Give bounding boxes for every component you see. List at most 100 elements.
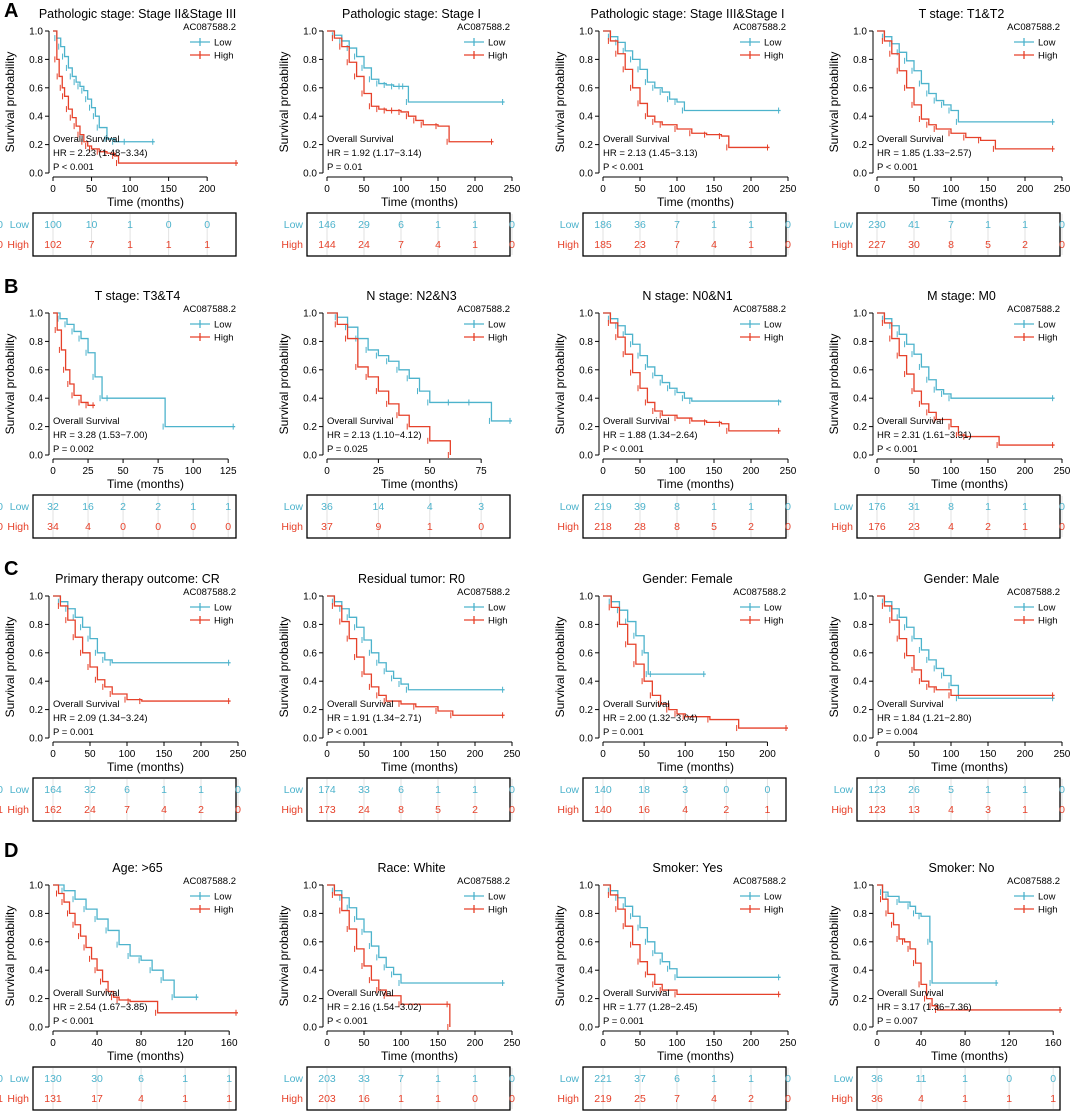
legend-low-label: Low (1038, 603, 1056, 614)
y-tick-label: 1.0 (29, 592, 43, 603)
x-tick-label: 0 (50, 466, 56, 477)
risk-low-count: 32 (47, 501, 59, 513)
y-tick-label: 0.4 (29, 112, 43, 123)
y-tick-label: 0.0 (303, 734, 317, 745)
p-value-label: P = 0.025 (327, 444, 368, 455)
risk-high-count: 0 (785, 521, 791, 533)
risk-high-count: 8 (674, 521, 680, 533)
high-survival-curve (603, 884, 781, 995)
high-survival-curve (327, 595, 505, 716)
risk-high-count: 7 (124, 804, 130, 816)
risk-row-low-label: Low (834, 219, 854, 231)
x-tick-label: 150 (706, 1038, 723, 1049)
risk-high-count: 1 (1022, 521, 1028, 533)
y-tick-label: 1.0 (303, 881, 317, 892)
y-tick-label: 0.2 (579, 994, 593, 1005)
legend-low-label: Low (488, 320, 506, 331)
x-tick-label: 75 (153, 466, 165, 477)
risk-low-count: 1 (748, 1073, 754, 1085)
risk-high-count: 16 (358, 1093, 370, 1105)
risk-high-count: 23 (908, 521, 920, 533)
y-axis-label: Survival probability (277, 906, 291, 1007)
y-axis-label: Survival probability (827, 52, 841, 153)
panel-title: N stage: N0&N1 (642, 289, 732, 303)
y-tick-label: 1.0 (579, 27, 593, 38)
risk-low-count: 33 (358, 1073, 370, 1085)
risk-low-count: 0 (765, 784, 771, 796)
x-tick-label: 0 (324, 1038, 330, 1049)
risk-high-count: 4 (711, 239, 717, 251)
x-tick-label: 50 (634, 1038, 646, 1049)
risk-row-low-label: Low (834, 501, 854, 513)
y-tick-label: 1.0 (579, 881, 593, 892)
risk-row-low-label: Low (560, 784, 580, 796)
risk-table-box (306, 212, 511, 257)
risk-low-count: 0 (785, 501, 791, 513)
km-panel-11: Gender: Female 0.0 0.2 0.4 0.6 0.8 1.0 Survival… (0, 572, 788, 822)
risk-high-count: 227 (868, 239, 886, 251)
y-tick-label: 0.2 (579, 140, 593, 151)
y-tick-label: 1.0 (579, 592, 593, 603)
x-tick-label: 200 (199, 184, 216, 195)
x-tick-label: 250 (1054, 466, 1071, 477)
risk-table-box (856, 494, 1061, 539)
high-survival-curve (603, 595, 788, 729)
x-tick-label: 150 (718, 749, 735, 760)
risk-row-low-label: Low (560, 219, 580, 231)
y-tick-label: 0.6 (579, 83, 593, 94)
x-tick-label: 250 (780, 466, 797, 477)
panel-title: Gender: Male (924, 572, 1000, 586)
x-tick-label: 50 (358, 1038, 370, 1049)
x-tick-label: 100 (393, 1038, 410, 1049)
legend-title: AC087588.2 (183, 876, 236, 887)
risk-low-count: 1 (711, 501, 717, 513)
risk-high-count: 1 (0, 1093, 3, 1105)
y-tick-label: 0.6 (853, 365, 867, 376)
risk-high-count: 1 (765, 804, 771, 816)
x-tick-label: 150 (160, 184, 177, 195)
y-tick-label: 0.4 (579, 112, 593, 123)
risk-row-high-label: High (557, 804, 579, 816)
legend-title: AC087588.2 (1007, 304, 1060, 315)
y-tick-label: 1.0 (29, 309, 43, 320)
y-tick-label: 0.2 (853, 422, 867, 433)
panel-title: Smoker: No (929, 861, 995, 875)
x-tick-label: 250 (230, 749, 247, 760)
risk-row-high-label: High (7, 521, 29, 533)
row-label-b: B (4, 276, 19, 298)
risk-high-count: 185 (594, 239, 612, 251)
p-value-label: P < 0.001 (327, 727, 368, 738)
risk-low-count: 164 (44, 784, 62, 796)
risk-table-box (582, 1066, 787, 1111)
risk-low-count: 0 (1050, 1073, 1056, 1085)
x-tick-label: 150 (980, 749, 997, 760)
overall-survival-label: Overall Survival (603, 134, 670, 145)
x-tick-label: 150 (156, 749, 173, 760)
legend-high-label: High (214, 333, 234, 344)
risk-high-count: 0 (478, 521, 484, 533)
x-tick-label: 50 (118, 466, 130, 477)
x-tick-label: 100 (669, 466, 686, 477)
risk-high-count: 4 (918, 1093, 924, 1105)
km-panel-6: N stage: N2&N3 0.0 0.2 0.4 0.6 0.8 1.0 Survival… (0, 289, 512, 539)
risk-high-count: 7 (674, 1093, 680, 1105)
risk-low-count: 8 (948, 501, 954, 513)
risk-low-count: 0 (509, 1073, 515, 1085)
risk-low-count: 1 (1022, 219, 1028, 231)
x-tick-label: 120 (1001, 1038, 1018, 1049)
risk-low-count: 1 (198, 784, 204, 796)
legend-low-label: Low (488, 892, 506, 903)
y-axis-label: Survival probability (3, 906, 17, 1007)
risk-high-count: 2 (748, 521, 754, 533)
hazard-ratio-label: HR = 2.23 (1.48−3.34) (53, 148, 148, 159)
x-tick-label: 200 (743, 1038, 760, 1049)
x-tick-label: 50 (908, 749, 920, 760)
risk-row-low-label: Low (284, 784, 304, 796)
legend-title: AC087588.2 (457, 587, 510, 598)
x-axis-label: Time (months) (381, 195, 458, 209)
legend-high-label: High (214, 616, 234, 627)
x-tick-label: 80 (136, 1038, 148, 1049)
y-tick-label: 1.0 (29, 27, 43, 38)
risk-low-count: 8 (674, 501, 680, 513)
